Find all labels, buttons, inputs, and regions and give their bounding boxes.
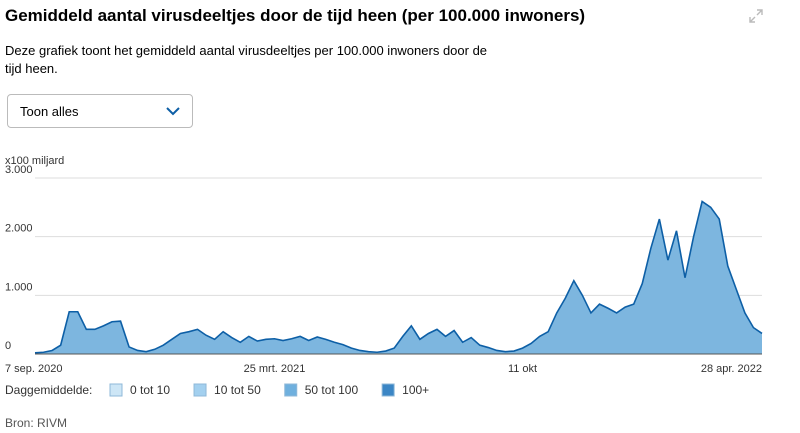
y-tick-label: 3.000	[5, 164, 33, 176]
x-tick-label: 25 mrt. 2021	[244, 363, 306, 375]
legend-swatch	[109, 383, 123, 397]
area-line	[34, 200, 763, 354]
description: Deze grafiek toont het gemiddeld aantal …	[5, 43, 488, 76]
title: Gemiddeld aantal virusdeeltjes door de t…	[5, 6, 586, 25]
x-tick-label: 11 okt	[508, 363, 537, 375]
y-tick-label: 2.000	[5, 223, 33, 235]
legend-label: 0 tot 10	[130, 383, 170, 397]
y-tick-label: 1.000	[5, 281, 33, 293]
legend-swatch	[381, 383, 395, 397]
x-tick-label: 28 apr. 2022	[701, 363, 762, 375]
legend-title: Daggemiddelde:	[5, 383, 92, 397]
x-tick-label: 7 sep. 2020	[5, 363, 63, 375]
source: Bron: RIVM	[5, 416, 68, 430]
legend-swatch	[193, 383, 207, 397]
dropdown[interactable]: Toon alles	[7, 94, 193, 128]
expand-icon[interactable]	[748, 8, 764, 24]
area	[35, 201, 762, 354]
legend-label: 10 tot 50	[214, 383, 261, 397]
y-tick-label: 0	[5, 340, 11, 352]
legend-label: 100+	[402, 383, 429, 397]
dropdown-label: Toon alles	[20, 104, 79, 119]
legend-label: 50 tot 100	[305, 383, 359, 397]
chevron	[166, 107, 180, 116]
y-unit: x100 miljard	[5, 155, 64, 167]
legend-swatch	[284, 383, 298, 397]
